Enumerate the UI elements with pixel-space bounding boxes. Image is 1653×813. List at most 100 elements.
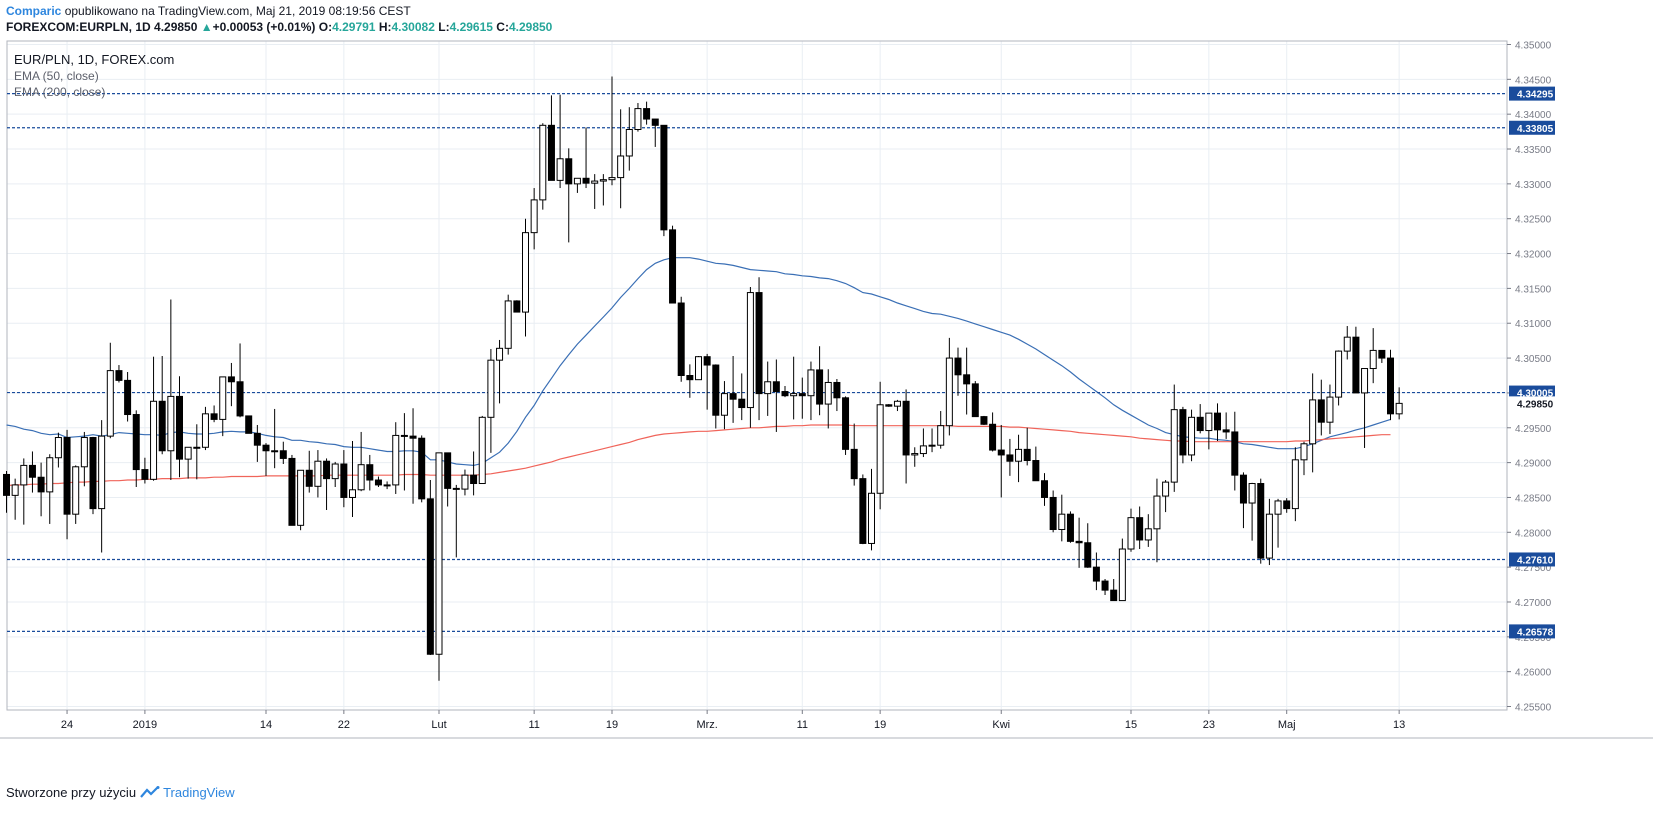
- candle-body[interactable]: [539, 124, 547, 201]
- candle-body[interactable]: [963, 374, 971, 385]
- candle-body[interactable]: [1395, 402, 1403, 415]
- candle-body[interactable]: [971, 383, 979, 418]
- candle-body[interactable]: [167, 395, 175, 452]
- candle-body[interactable]: [444, 452, 452, 489]
- candle-body[interactable]: [11, 484, 19, 496]
- candle-body[interactable]: [201, 413, 209, 448]
- candle-body[interactable]: [660, 124, 668, 231]
- candle-body[interactable]: [738, 398, 746, 409]
- candle-body[interactable]: [435, 452, 443, 655]
- candle-body[interactable]: [1144, 528, 1152, 541]
- candle-body[interactable]: [89, 437, 97, 510]
- candle-body[interactable]: [236, 381, 244, 417]
- candle-body[interactable]: [262, 444, 270, 452]
- candle-body[interactable]: [798, 393, 806, 397]
- candle-body[interactable]: [1101, 580, 1109, 591]
- candle-body[interactable]: [227, 376, 235, 383]
- candle-body[interactable]: [1136, 517, 1144, 541]
- candle-body[interactable]: [176, 395, 183, 460]
- candle-body[interactable]: [954, 357, 962, 376]
- candle-body[interactable]: [340, 463, 348, 498]
- candle-body[interactable]: [392, 434, 400, 486]
- legend-ema200[interactable]: EMA (200, close): [14, 85, 106, 99]
- candle-body[interactable]: [565, 158, 573, 185]
- candle-body[interactable]: [72, 466, 80, 515]
- candle-body[interactable]: [937, 425, 945, 446]
- candle-body[interactable]: [323, 460, 331, 480]
- candle-body[interactable]: [426, 498, 434, 655]
- candle-body[interactable]: [591, 180, 599, 184]
- candle-body[interactable]: [556, 158, 564, 181]
- candle-body[interactable]: [331, 463, 339, 480]
- candle-body[interactable]: [1369, 349, 1377, 370]
- candle-body[interactable]: [210, 413, 218, 420]
- candle-body[interactable]: [418, 437, 426, 500]
- footer-brand-link[interactable]: TradingView: [163, 785, 235, 800]
- candle-body[interactable]: [1066, 513, 1074, 542]
- candle-body[interactable]: [1265, 513, 1273, 559]
- candle-body[interactable]: [374, 479, 382, 486]
- candle-body[interactable]: [850, 448, 858, 480]
- candle-body[interactable]: [686, 375, 694, 381]
- candle-body[interactable]: [997, 449, 1005, 456]
- candle-body[interactable]: [1110, 589, 1118, 602]
- candle-body[interactable]: [1032, 460, 1040, 482]
- candle-body[interactable]: [132, 414, 140, 471]
- candle-body[interactable]: [764, 381, 772, 395]
- candle-body[interactable]: [115, 370, 123, 381]
- candle-body[interactable]: [1257, 483, 1265, 559]
- candle-body[interactable]: [219, 376, 227, 420]
- candle-body[interactable]: [876, 404, 884, 494]
- candle-body[interactable]: [703, 356, 711, 366]
- candle-body[interactable]: [366, 464, 374, 481]
- candle-body[interactable]: [893, 400, 901, 407]
- candle-body[interactable]: [720, 393, 728, 416]
- candle-body[interactable]: [695, 356, 702, 381]
- candle-body[interactable]: [928, 444, 936, 447]
- candle-body[interactable]: [1162, 481, 1170, 497]
- author-link[interactable]: Comparic: [6, 4, 62, 18]
- candle-body[interactable]: [1222, 429, 1230, 433]
- candle-body[interactable]: [530, 199, 538, 234]
- candle-body[interactable]: [400, 434, 408, 437]
- candle-body[interactable]: [807, 369, 815, 397]
- candle-body[interactable]: [755, 292, 763, 395]
- candle-body[interactable]: [980, 416, 988, 425]
- candle-body[interactable]: [1248, 483, 1256, 504]
- candle-body[interactable]: [1058, 513, 1066, 531]
- candle-body[interactable]: [1387, 357, 1394, 415]
- candle-body[interactable]: [1023, 448, 1031, 462]
- candle-body[interactable]: [37, 476, 45, 493]
- candle-body[interactable]: [833, 381, 841, 399]
- candle-body[interactable]: [1092, 566, 1100, 582]
- candle-body[interactable]: [625, 129, 633, 157]
- candle-body[interactable]: [859, 478, 867, 544]
- candle-body[interactable]: [1352, 336, 1360, 394]
- candle-body[interactable]: [868, 492, 875, 544]
- candle-body[interactable]: [651, 118, 659, 126]
- candle-body[interactable]: [409, 435, 417, 439]
- candle-body[interactable]: [1188, 416, 1196, 456]
- candle-body[interactable]: [1300, 443, 1308, 461]
- candle-body[interactable]: [1179, 409, 1187, 456]
- candle-body[interactable]: [106, 370, 114, 437]
- candle-body[interactable]: [522, 232, 529, 313]
- candle-body[interactable]: [582, 177, 590, 184]
- candle-body[interactable]: [824, 381, 832, 405]
- candle-body[interactable]: [1006, 454, 1014, 462]
- legend-ema50[interactable]: EMA (50, close): [14, 69, 99, 83]
- candle-body[interactable]: [573, 177, 581, 185]
- candle-body[interactable]: [98, 435, 106, 510]
- candle-body[interactable]: [124, 379, 132, 416]
- candle-body[interactable]: [790, 393, 798, 397]
- candle-body[interactable]: [357, 464, 365, 491]
- candle-body[interactable]: [746, 292, 754, 409]
- candle-body[interactable]: [781, 391, 789, 397]
- candle-body[interactable]: [349, 489, 356, 498]
- candle-body[interactable]: [1205, 412, 1213, 432]
- candle-body[interactable]: [245, 415, 253, 434]
- candle-body[interactable]: [712, 364, 720, 416]
- candle-body[interactable]: [158, 400, 166, 452]
- candle-body[interactable]: [305, 469, 313, 487]
